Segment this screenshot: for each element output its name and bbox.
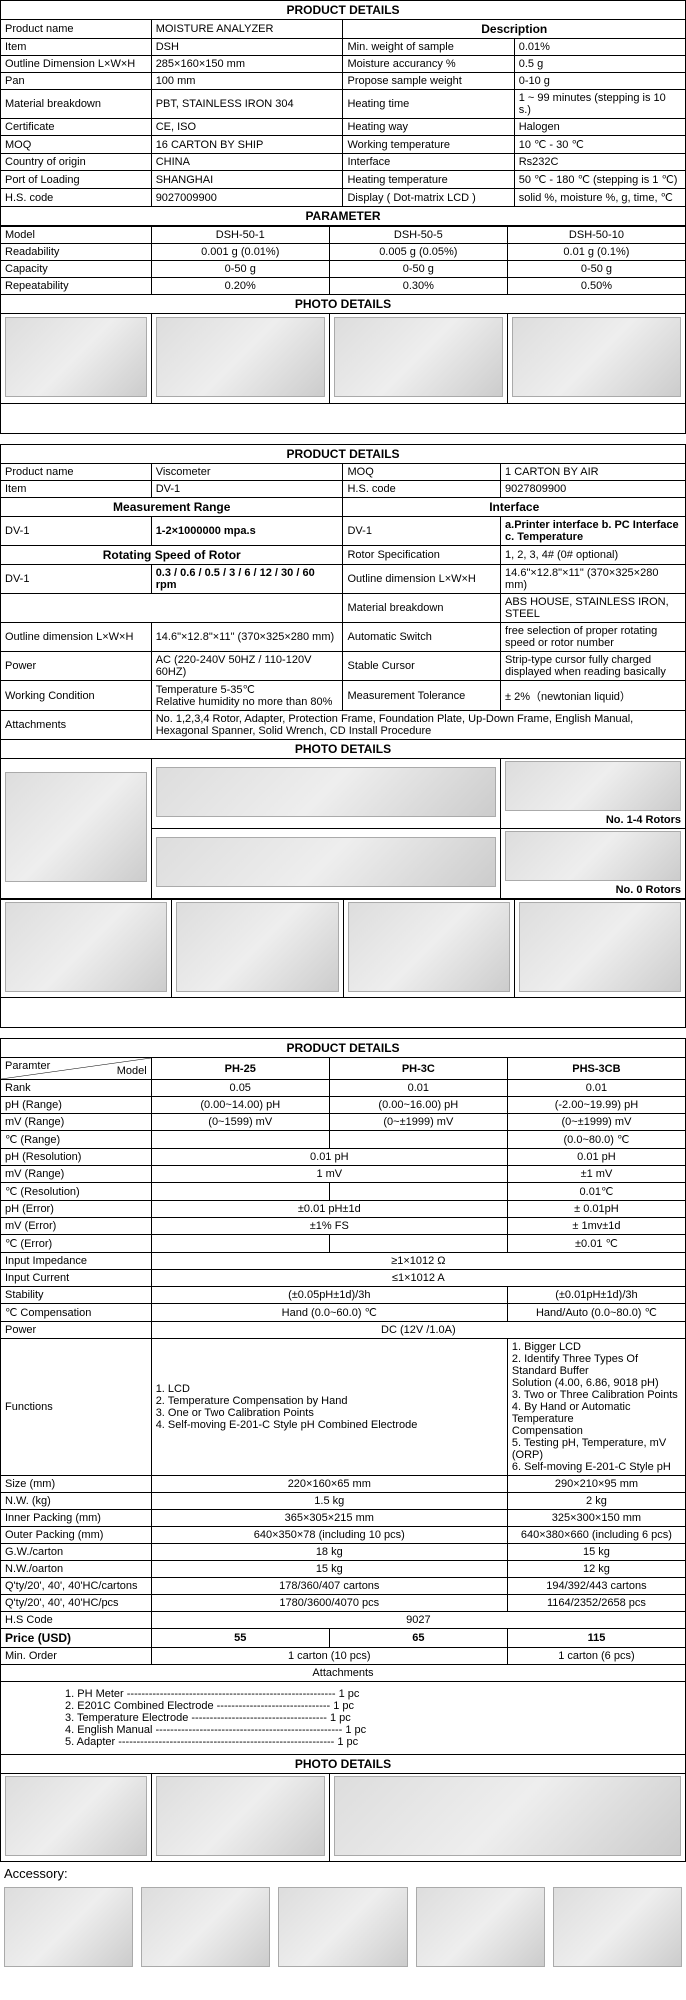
param-model-diag: ParamterModel (1, 1058, 152, 1080)
header-description: Description (343, 20, 686, 39)
accessory-photos (0, 1885, 686, 1972)
product-photo (172, 900, 343, 998)
product3-table: PRODUCT DETAILS ParamterModel PH-25 PH-3… (0, 1038, 686, 1862)
product-photo (137, 1885, 274, 1972)
product-photo (1, 1774, 152, 1862)
product-photo (151, 759, 500, 829)
product-photo (329, 314, 507, 404)
product1-table: PRODUCT DETAILS Product name MOISTURE AN… (0, 0, 686, 226)
product-photo (1, 314, 152, 404)
product-photo (412, 1885, 549, 1972)
product-photo (0, 1885, 137, 1972)
p1-l0-v: MOISTURE ANALYZER (151, 20, 343, 39)
accessory-label: Accessory: (0, 1862, 686, 1885)
product2-table: PRODUCT DETAILS Product nameViscometerMO… (0, 444, 686, 899)
product-photo (514, 900, 685, 998)
product-photo (274, 1885, 411, 1972)
product1-param-table: Model DSH-50-1 DSH-50-5 DSH-50-10 Readab… (0, 226, 686, 434)
product-photo (151, 314, 329, 404)
product-photo (507, 314, 685, 404)
product-photo (329, 1774, 685, 1862)
product-photo (549, 1885, 686, 1972)
product-photo: No. 0 Rotors (501, 829, 686, 899)
product-photo (1, 759, 152, 899)
product-photo (151, 829, 500, 899)
product-photo: No. 1-4 Rotors (501, 759, 686, 829)
p1-l0-k: Product name (1, 20, 152, 39)
product2-photo-row-2 (0, 899, 686, 1028)
product-photo (343, 900, 514, 998)
product-photo (151, 1774, 329, 1862)
product-photo (1, 900, 172, 998)
header-product-details: PRODUCT DETAILS (1, 1, 686, 20)
